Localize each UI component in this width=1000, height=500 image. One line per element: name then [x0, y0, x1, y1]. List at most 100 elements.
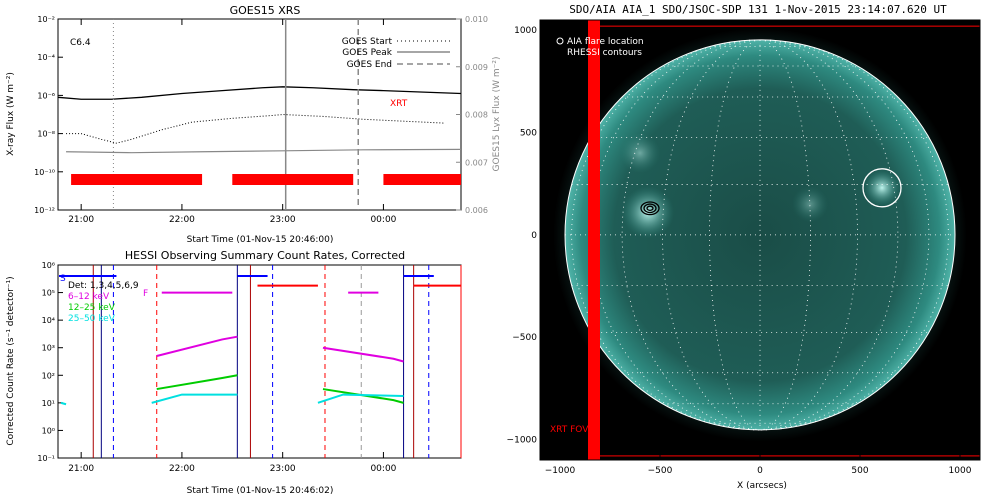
goes-title: GOES15 XRS — [230, 4, 301, 17]
aia-y-tick-label: −500 — [512, 333, 537, 343]
aia-y-ticks: 1000 500 0 −500 −1000 — [507, 26, 546, 446]
hessi-flag-f: F — [143, 289, 148, 299]
goes-y2-tick-label: 0.007 — [465, 158, 488, 167]
hessi-y-label: Corrected Count Rate (s⁻¹ detector⁻¹) — [6, 276, 16, 445]
goes-legend-end: GOES End — [347, 60, 392, 70]
goes-y2-tick-label: 0.010 — [465, 15, 488, 24]
hessi-top-marks — [59, 275, 461, 294]
goes-y-tick-label: 10⁻⁴ — [37, 53, 55, 62]
goes-y-ticks: 10⁻² 10⁻⁴ 10⁻⁶ 10⁻⁸ 10⁻¹⁰ 10⁻¹² — [34, 15, 63, 215]
aia-y-tick-label: −1000 — [507, 436, 538, 446]
hessi-y-tick-label: 10¹ — [42, 399, 55, 408]
aia-y-tick-label: 500 — [520, 129, 537, 139]
goes-long-channel-line — [57, 86, 462, 100]
aia-xrt-fov-strip — [588, 20, 600, 460]
hessi-x-label: Start Time (01-Nov-15 20:46:02) — [187, 486, 334, 496]
goes-y-tick-label: 10⁻¹² — [34, 206, 55, 215]
aia-x-label: X (arcsecs) — [737, 481, 787, 491]
aia-y-tick-label: 0 — [531, 231, 537, 241]
aia-rhessi-contour — [646, 205, 654, 212]
hessi-count-rate-plot: HESSI Observing Summary Count Rates, Cor… — [6, 250, 462, 496]
aia-legend-contours: RHESSI contours — [567, 48, 642, 58]
hessi-y-tick-label: 10⁻¹ — [37, 454, 55, 463]
hessi-series-line — [322, 346, 404, 363]
hessi-y-tick-label: 10⁰ — [42, 426, 55, 435]
goes-annotation: C6.4 — [70, 38, 91, 48]
goes-xrt-label: XRT — [390, 99, 408, 109]
goes-y-tick-label: 10⁻¹⁰ — [34, 168, 55, 177]
hessi-legend: Det: 1,3,4,5,6,9 6–12 keV 12–25 keV 25–5… — [68, 281, 139, 324]
hessi-x-tick-label: 23:00 — [270, 464, 296, 474]
goes-y-label: X-ray Flux (W m⁻²) — [6, 72, 16, 156]
aia-longitude-line — [759, 39, 811, 431]
hessi-series-group — [60, 335, 404, 406]
aia-x-tick-label: −500 — [648, 466, 673, 476]
hessi-y-ticks: 10⁶ 10⁵ 10⁴ 10³ 10² 10¹ 10⁰ 10⁻¹ — [37, 261, 63, 463]
hessi-y-tick-label: 10³ — [42, 344, 55, 353]
hessi-series-line — [151, 393, 238, 404]
goes-y-tick-label: 10⁻² — [37, 15, 55, 24]
goes-x-ticks: 21:00 22:00 23:00 00:00 — [68, 19, 397, 225]
goes-short-channel-line — [66, 113, 444, 144]
aia-rhessi-contour — [640, 201, 660, 216]
hessi-x-tick-label: 22:00 — [169, 464, 195, 474]
goes-legend-peak: GOES Peak — [342, 48, 392, 58]
goes-y-tick-label: 10⁻⁶ — [37, 91, 55, 100]
hessi-legend-det: Det: 1,3,4,5,6,9 — [68, 281, 139, 291]
aia-y-tick-label: 1000 — [514, 26, 537, 36]
goes-x-tick-label: 21:00 — [68, 215, 94, 225]
hessi-flag-s: S — [60, 274, 66, 284]
hessi-x-ticks: 21:00 22:00 23:00 00:00 — [68, 452, 397, 474]
goes-x-label: Start Time (01-Nov-15 20:46:00) — [187, 235, 334, 245]
goes-legend-start: GOES Start — [342, 37, 393, 47]
aia-image-plot: SDO/AIA AIA_1 SDO/JSOC-SDP 131 1-Nov-201… — [507, 3, 981, 491]
hessi-x-tick-label: 21:00 — [68, 464, 94, 474]
aia-legend-flare-marker — [556, 37, 564, 45]
goes-xrs-plot: GOES15 XRS 10⁻² 10⁻⁴ 10⁻⁶ 10⁻⁸ 10⁻¹⁰ 10⁻¹² 0.… — [6, 4, 500, 245]
goes-legend: GOES Start GOES Peak GOES End — [342, 37, 450, 70]
aia-x-tick-label: 500 — [851, 466, 868, 476]
aia-x-ticks: −1000 −500 0 500 1000 — [545, 454, 972, 476]
hessi-vertical-lines — [92, 265, 462, 458]
hessi-y-tick-label: 10² — [42, 371, 55, 380]
aia-active-region — [792, 186, 828, 223]
aia-x-tick-label: 0 — [757, 466, 763, 476]
hessi-legend-25-50: 25–50 keV — [68, 314, 116, 324]
goes-y2-tick-label: 0.009 — [465, 63, 488, 72]
aia-longitude-line — [571, 39, 761, 431]
hessi-series-line — [322, 388, 404, 404]
hessi-series-line — [317, 393, 404, 404]
goes-xrt-bars — [71, 174, 461, 185]
hessi-y-tick-label: 10⁶ — [42, 261, 55, 270]
aia-lat-lon-grid — [565, 39, 955, 431]
hessi-series-line — [156, 374, 238, 391]
goes-x-tick-label: 23:00 — [270, 215, 296, 225]
aia-longitude-line — [759, 39, 949, 431]
aia-x-tick-label: −1000 — [545, 466, 576, 476]
hessi-series-line — [60, 401, 67, 406]
hessi-legend-12-25: 12–25 keV — [68, 303, 116, 313]
goes-series-group — [57, 86, 462, 154]
goes-y2-tick-label: 0.008 — [465, 111, 488, 120]
goes-y2-label: GOES15 Lyx Flux (W m⁻²) — [492, 57, 500, 172]
aia-longitude-line — [709, 39, 761, 431]
aia-legend-flare: AIA flare location — [567, 37, 644, 47]
aia-active-region — [864, 169, 900, 206]
goes-x-tick-label: 00:00 — [370, 215, 396, 225]
aia-xrt-fov-label: XRT FOV — [550, 425, 589, 435]
goes-y2-ticks: 0.010 0.009 0.008 0.007 0.006 — [456, 15, 488, 215]
goes-xrt-bar — [71, 174, 203, 185]
aia-title: SDO/AIA AIA_1 SDO/JSOC-SDP 131 1-Nov-201… — [569, 3, 947, 16]
aia-rhessi-contour — [643, 203, 657, 214]
hessi-title: HESSI Observing Summary Count Rates, Cor… — [125, 250, 405, 262]
aia-legend: AIA flare location RHESSI contours — [556, 37, 644, 58]
goes-y2-tick-label: 0.006 — [465, 206, 488, 215]
goes-y-tick-label: 10⁻⁸ — [37, 130, 55, 139]
hessi-series-line — [156, 335, 238, 357]
hessi-x-tick-label: 00:00 — [370, 464, 396, 474]
goes-lya-line — [66, 148, 462, 154]
hessi-y-tick-label: 10⁴ — [42, 316, 55, 325]
aia-x-tick-label: 1000 — [949, 466, 972, 476]
aia-flare-location-circle — [862, 168, 902, 208]
